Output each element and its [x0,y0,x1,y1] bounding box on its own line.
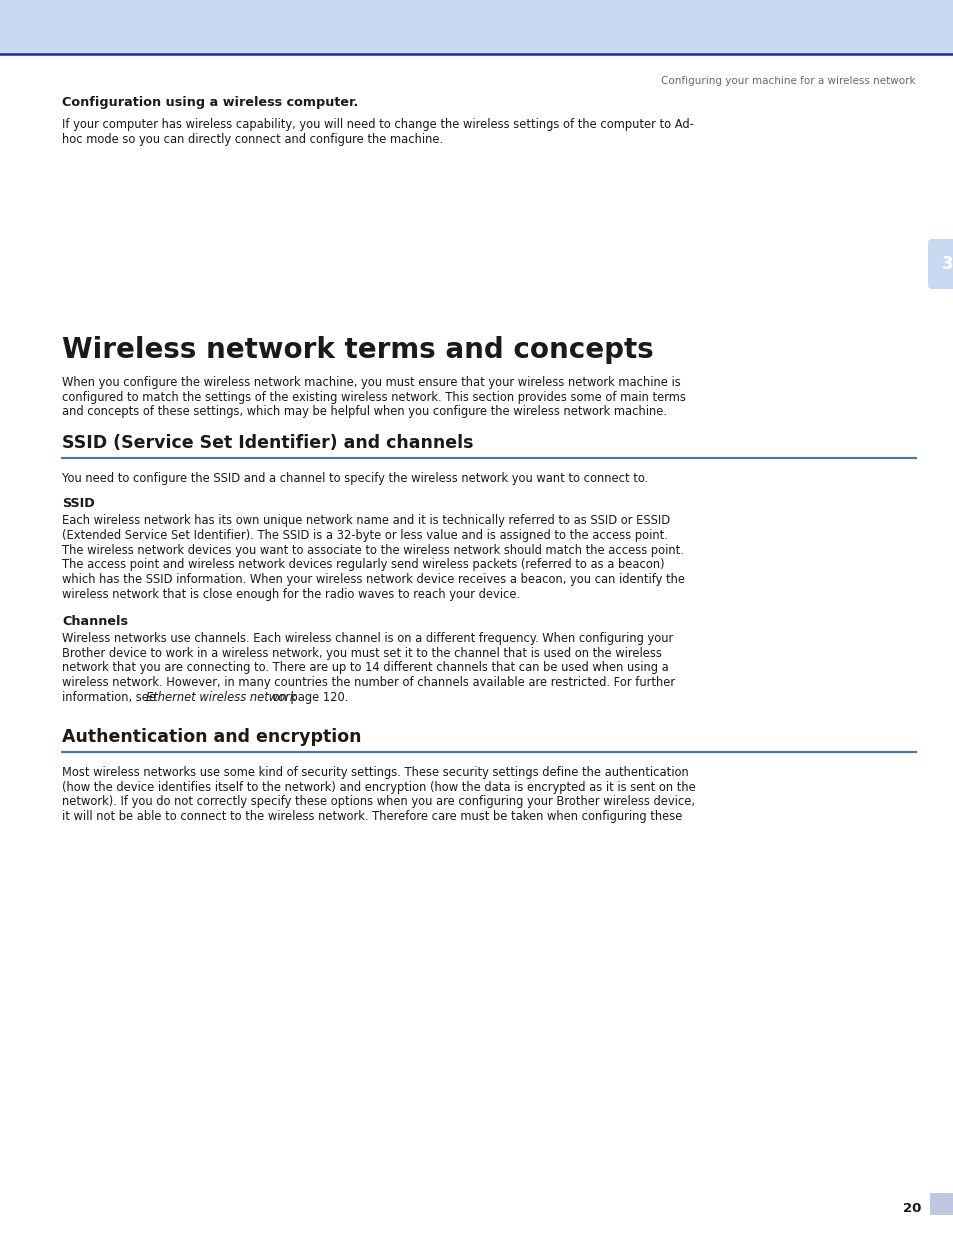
FancyBboxPatch shape [927,240,953,289]
Text: Configuration using a wireless computer.: Configuration using a wireless computer. [62,96,358,109]
Text: You need to configure the SSID and a channel to specify the wireless network you: You need to configure the SSID and a cha… [62,472,648,485]
Text: which has the SSID information. When your wireless network device receives a bea: which has the SSID information. When you… [62,573,684,587]
Text: wireless network. However, in many countries the number of channels available ar: wireless network. However, in many count… [62,677,675,689]
Text: SSID (Service Set Identifier) and channels: SSID (Service Set Identifier) and channe… [62,435,473,452]
Text: (Extended Service Set Identifier). The SSID is a 32-byte or less value and is as: (Extended Service Set Identifier). The S… [62,529,667,542]
Text: and concepts of these settings, which may be helpful when you configure the wire: and concepts of these settings, which ma… [62,405,666,419]
Text: When you configure the wireless network machine, you must ensure that your wirel: When you configure the wireless network … [62,375,680,389]
Text: The wireless network devices you want to associate to the wireless network shoul: The wireless network devices you want to… [62,543,683,557]
Text: 20: 20 [902,1202,920,1214]
Text: Configuring your machine for a wireless network: Configuring your machine for a wireless … [660,77,915,86]
Text: network). If you do not correctly specify these options when you are configuring: network). If you do not correctly specif… [62,795,695,809]
Text: information, see: information, see [62,692,159,704]
Text: network that you are connecting to. There are up to 14 different channels that c: network that you are connecting to. Ther… [62,662,668,674]
Bar [929,1193,953,1215]
Text: Brother device to work in a wireless network, you must set it to the channel tha: Brother device to work in a wireless net… [62,647,661,659]
Text: The access point and wireless network devices regularly send wireless packets (r: The access point and wireless network de… [62,558,664,572]
Text: wireless network that is close enough for the radio waves to reach your device.: wireless network that is close enough fo… [62,588,519,601]
Text: Most wireless networks use some kind of security settings. These security settin: Most wireless networks use some kind of … [62,766,688,779]
Text: SSID: SSID [62,496,94,510]
Text: Authentication and encryption: Authentication and encryption [62,727,361,746]
Text: hoc mode so you can directly connect and configure the machine.: hoc mode so you can directly connect and… [62,133,442,146]
Text: Channels: Channels [62,615,128,627]
Text: Wireless network terms and concepts: Wireless network terms and concepts [62,336,653,364]
Text: 3: 3 [942,254,953,273]
Bar [0,0,953,56]
Text: (how the device identifies itself to the network) and encryption (how the data i: (how the device identifies itself to the… [62,781,695,794]
Text: it will not be able to connect to the wireless network. Therefore care must be t: it will not be able to connect to the wi… [62,810,681,824]
Text: on page 120.: on page 120. [269,692,349,704]
Text: Ethernet wireless network: Ethernet wireless network [146,692,296,704]
Text: Each wireless network has its own unique network name and it is technically refe: Each wireless network has its own unique… [62,514,669,527]
Text: configured to match the settings of the existing wireless network. This section : configured to match the settings of the … [62,390,685,404]
Text: If your computer has wireless capability, you will need to change the wireless s: If your computer has wireless capability… [62,119,693,131]
Text: Wireless networks use channels. Each wireless channel is on a different frequenc: Wireless networks use channels. Each wir… [62,632,673,645]
